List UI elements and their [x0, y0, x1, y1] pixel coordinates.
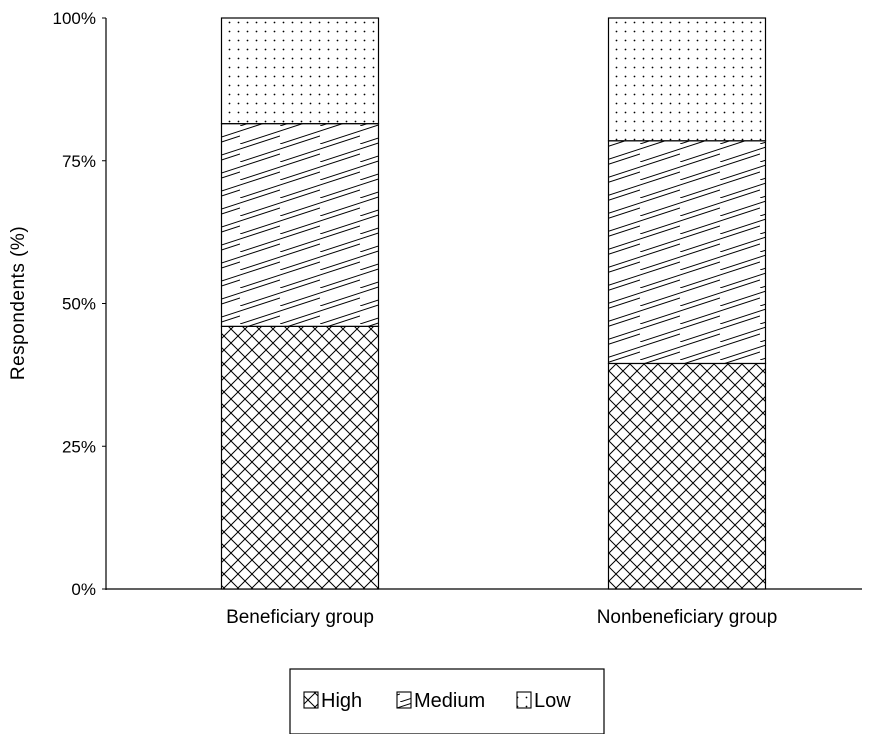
y-tick-label: 50% [62, 295, 96, 314]
x-category-label: Nonbeneficiary group [597, 607, 778, 628]
labels: 0% 25% 50% 75% 100% Beneficiary group Nonbenef… [53, 9, 778, 628]
legend-swatch-crosshatch [303, 691, 319, 709]
legend: High Medium Low [289, 668, 605, 734]
x-category-label: Beneficiary group [226, 607, 374, 628]
legend-swatch-dots [516, 691, 532, 709]
y-tick-label: 0% [71, 580, 96, 599]
legend-label: High [321, 690, 362, 712]
legend-label: Medium [414, 690, 485, 712]
y-tick-label: 25% [62, 437, 96, 456]
legend-box [289, 668, 605, 734]
bar-segment-low [220, 17, 380, 125]
bar-segment-high [220, 325, 380, 590]
y-tick-label: 75% [62, 152, 96, 171]
y-axis-title: Respondents (%) [8, 226, 29, 380]
bar-segment-medium [607, 140, 767, 365]
legend-label: Low [534, 690, 571, 712]
bar-segment-high [607, 362, 767, 590]
y-tick-label: 100% [53, 9, 96, 28]
legend-swatch-diagonal [396, 691, 412, 709]
bar-segment-medium [220, 123, 380, 327]
bars [220, 17, 767, 590]
bar-segment-low [607, 17, 767, 142]
